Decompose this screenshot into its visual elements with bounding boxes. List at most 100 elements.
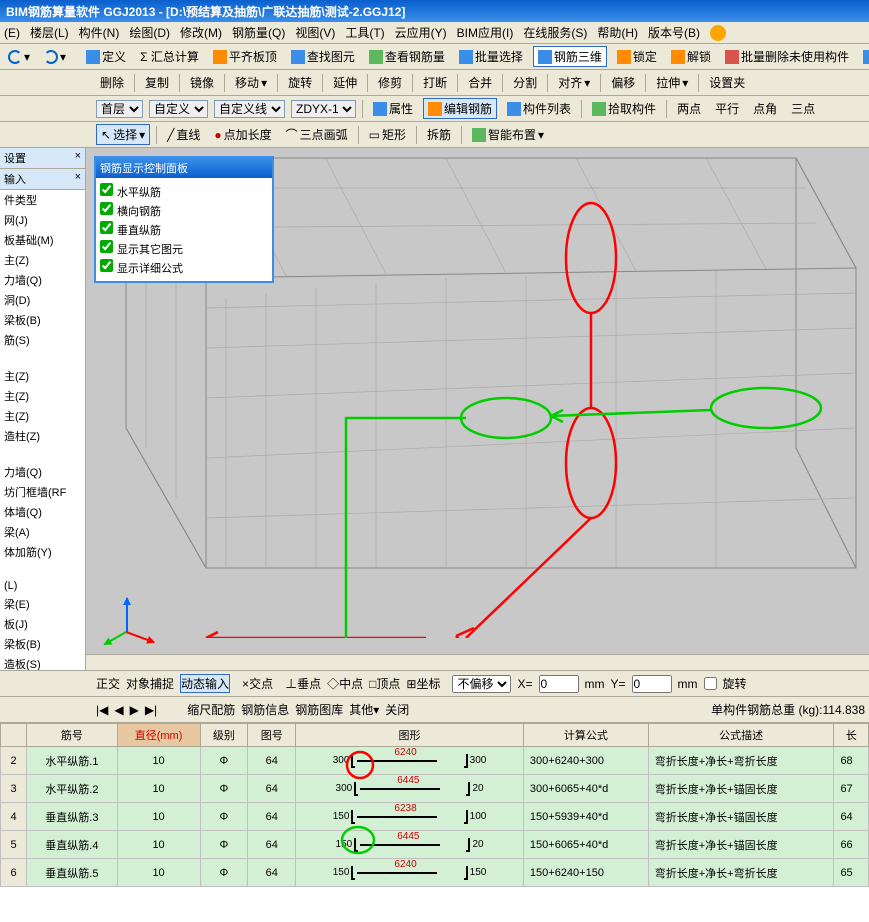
menu-item[interactable]: 视图(V) bbox=[295, 24, 335, 41]
cell-dia[interactable]: 10 bbox=[117, 775, 200, 803]
cell-code[interactable]: 64 bbox=[248, 859, 296, 887]
cell-desc[interactable]: 弯折长度+净长+锚固长度 bbox=[648, 775, 834, 803]
pick-btn[interactable]: 拾取构件 bbox=[588, 99, 660, 118]
cell-len[interactable]: 64 bbox=[834, 803, 869, 831]
cell-grade[interactable]: Φ bbox=[200, 747, 248, 775]
coord-btn[interactable]: ⊞坐标 bbox=[406, 675, 440, 692]
menu-item[interactable]: BIM应用(I) bbox=[457, 24, 514, 41]
cell-len[interactable]: 66 bbox=[834, 831, 869, 859]
view-rebar-btn[interactable]: 查看钢筋量 bbox=[365, 47, 449, 66]
shape-cell[interactable]: 3006240300 bbox=[296, 747, 524, 775]
sidebar-item[interactable]: 梁板(B) bbox=[0, 634, 85, 654]
define-btn[interactable]: 定义 bbox=[82, 47, 130, 66]
twopt-btn[interactable]: 两点 bbox=[673, 99, 705, 118]
cp-checkbox[interactable] bbox=[100, 183, 113, 196]
shape-cell[interactable]: 1506238100 bbox=[296, 803, 524, 831]
menu-item[interactable]: 楼层(L) bbox=[30, 24, 69, 41]
sidebar-item[interactable]: 筋(S) bbox=[0, 330, 85, 350]
table-header[interactable]: 图号 bbox=[248, 724, 296, 747]
info-btn[interactable]: 钢筋信息 bbox=[241, 701, 289, 718]
cell-code[interactable]: 64 bbox=[248, 831, 296, 859]
cell-desc[interactable]: 弯折长度+净长+弯折长度 bbox=[648, 747, 834, 775]
perp-btn[interactable]: ⊥垂点 bbox=[285, 675, 321, 692]
sidebar-item[interactable] bbox=[0, 446, 85, 462]
undo-btn[interactable]: ▾ bbox=[4, 49, 34, 65]
cell-formula[interactable]: 300+6240+300 bbox=[523, 747, 648, 775]
menu-item[interactable]: (E) bbox=[4, 26, 20, 40]
batch-del-btn[interactable]: 批量删除未使用构件 bbox=[721, 47, 853, 66]
offset-btn[interactable]: 偏移 bbox=[607, 73, 639, 92]
split-btn[interactable]: 分割 bbox=[509, 73, 541, 92]
sidebar-item[interactable] bbox=[0, 350, 85, 366]
table-row[interactable]: 2水平纵筋.110Φ643006240300300+6240+300弯折长度+净… bbox=[1, 747, 869, 775]
sidebar-item[interactable]: 洞(D) bbox=[0, 290, 85, 310]
cell-code[interactable]: 64 bbox=[248, 747, 296, 775]
select-tool-btn[interactable]: ↖选择▾ bbox=[96, 124, 150, 145]
table-row[interactable]: 4垂直纵筋.310Φ641506238100150+5939+40*d弯折长度+… bbox=[1, 803, 869, 831]
table-header[interactable]: 筋号 bbox=[27, 724, 117, 747]
cell-formula[interactable]: 150+5939+40*d bbox=[523, 803, 648, 831]
component-list-btn[interactable]: 构件列表 bbox=[503, 99, 575, 118]
stretch-btn[interactable]: 拉伸▾ bbox=[652, 73, 692, 92]
lib-btn[interactable]: 钢筋图库 bbox=[295, 701, 343, 718]
rect-btn[interactable]: ▭矩形 bbox=[365, 125, 410, 144]
extend-btn[interactable]: 延伸 bbox=[329, 73, 361, 92]
merge-btn[interactable]: 合并 bbox=[464, 73, 496, 92]
y-input[interactable] bbox=[632, 675, 672, 693]
cp-checkbox-row[interactable]: 水平纵筋 bbox=[100, 182, 268, 201]
sidebar-item[interactable]: 造柱(Z) bbox=[0, 426, 85, 446]
sidebar-item[interactable]: 造板(S) bbox=[0, 654, 85, 670]
sidebar-item[interactable]: 主(Z) bbox=[0, 366, 85, 386]
split-line-btn[interactable]: 拆筋 bbox=[423, 125, 455, 144]
cell-grade[interactable]: Φ bbox=[200, 803, 248, 831]
smart-btn[interactable]: 智能布置▾ bbox=[468, 125, 548, 144]
rotate-btn[interactable]: 旋转 bbox=[284, 73, 316, 92]
sidebar-item[interactable]: 板基础(M) bbox=[0, 230, 85, 250]
table-row[interactable]: 6垂直纵筋.510Φ641506240150150+6240+150弯折长度+净… bbox=[1, 859, 869, 887]
cell-name[interactable]: 垂直纵筋.4 bbox=[27, 831, 117, 859]
cp-checkbox[interactable] bbox=[100, 259, 113, 272]
cell-dia[interactable]: 10 bbox=[117, 831, 200, 859]
redo-btn[interactable]: ▾ bbox=[40, 49, 70, 65]
arc-btn[interactable]: ⌒三点画弧 bbox=[282, 125, 352, 144]
cp-checkbox-row[interactable]: 垂直纵筋 bbox=[100, 220, 268, 239]
sidebar-item[interactable]: 梁(E) bbox=[0, 594, 85, 614]
cell-code[interactable]: 64 bbox=[248, 775, 296, 803]
sidebar-item[interactable]: 主(Z) bbox=[0, 386, 85, 406]
edit-rebar-btn[interactable]: 编辑钢筋 bbox=[423, 98, 497, 119]
floor-select[interactable]: 首层 bbox=[96, 100, 143, 118]
cp-checkbox[interactable] bbox=[100, 221, 113, 234]
menu-item[interactable]: 修改(M) bbox=[180, 24, 222, 41]
vertex-btn[interactable]: □顶点 bbox=[369, 675, 400, 692]
setclip-btn[interactable]: 设置夹 bbox=[705, 73, 749, 92]
cell-formula[interactable]: 300+6065+40*d bbox=[523, 775, 648, 803]
menu-item[interactable]: 云应用(Y) bbox=[395, 24, 447, 41]
cell-dia[interactable]: 10 bbox=[117, 859, 200, 887]
ptlen-btn[interactable]: ●点加长度 bbox=[210, 125, 275, 144]
cell-dia[interactable]: 10 bbox=[117, 747, 200, 775]
lock-btn[interactable]: 锁定 bbox=[613, 47, 661, 66]
tbl-nav2[interactable]: ◀ bbox=[114, 703, 123, 717]
cell-len[interactable]: 68 bbox=[834, 747, 869, 775]
rotate-check[interactable] bbox=[704, 677, 717, 690]
table-header[interactable]: 公式描述 bbox=[648, 724, 834, 747]
parallel-btn[interactable]: 平行 bbox=[711, 99, 743, 118]
cell-grade[interactable]: Φ bbox=[200, 775, 248, 803]
sidebar-item[interactable]: 坊门框墙(RF bbox=[0, 482, 85, 502]
align-btn[interactable]: 对齐▾ bbox=[554, 73, 594, 92]
table-row[interactable]: 3水平纵筋.210Φ64300644520300+6065+40*d弯折长度+净… bbox=[1, 775, 869, 803]
cross-btn[interactable]: ×交点 bbox=[242, 675, 273, 692]
cell-name[interactable]: 水平纵筋.1 bbox=[27, 747, 117, 775]
rebar-control-panel[interactable]: 钢筋显示控制面板 水平纵筋横向钢筋垂直纵筋显示其它图元显示详细公式 bbox=[94, 156, 274, 283]
align-top-btn[interactable]: 平齐板顶 bbox=[209, 47, 281, 66]
mirror-btn[interactable]: 镜像 bbox=[186, 73, 218, 92]
line-btn[interactable]: ╱直线 bbox=[163, 125, 204, 144]
cell-len[interactable]: 67 bbox=[834, 775, 869, 803]
sidebar-item[interactable]: 件类型 bbox=[0, 190, 85, 210]
close-btn[interactable]: 关闭 bbox=[385, 701, 409, 718]
menu-item[interactable]: 版本号(B) bbox=[648, 24, 700, 41]
code-select[interactable]: ZDYX-1 bbox=[291, 100, 356, 118]
cp-checkbox[interactable] bbox=[100, 202, 113, 215]
viewport-scroll-h[interactable] bbox=[86, 654, 869, 670]
cell-name[interactable]: 垂直纵筋.5 bbox=[27, 859, 117, 887]
